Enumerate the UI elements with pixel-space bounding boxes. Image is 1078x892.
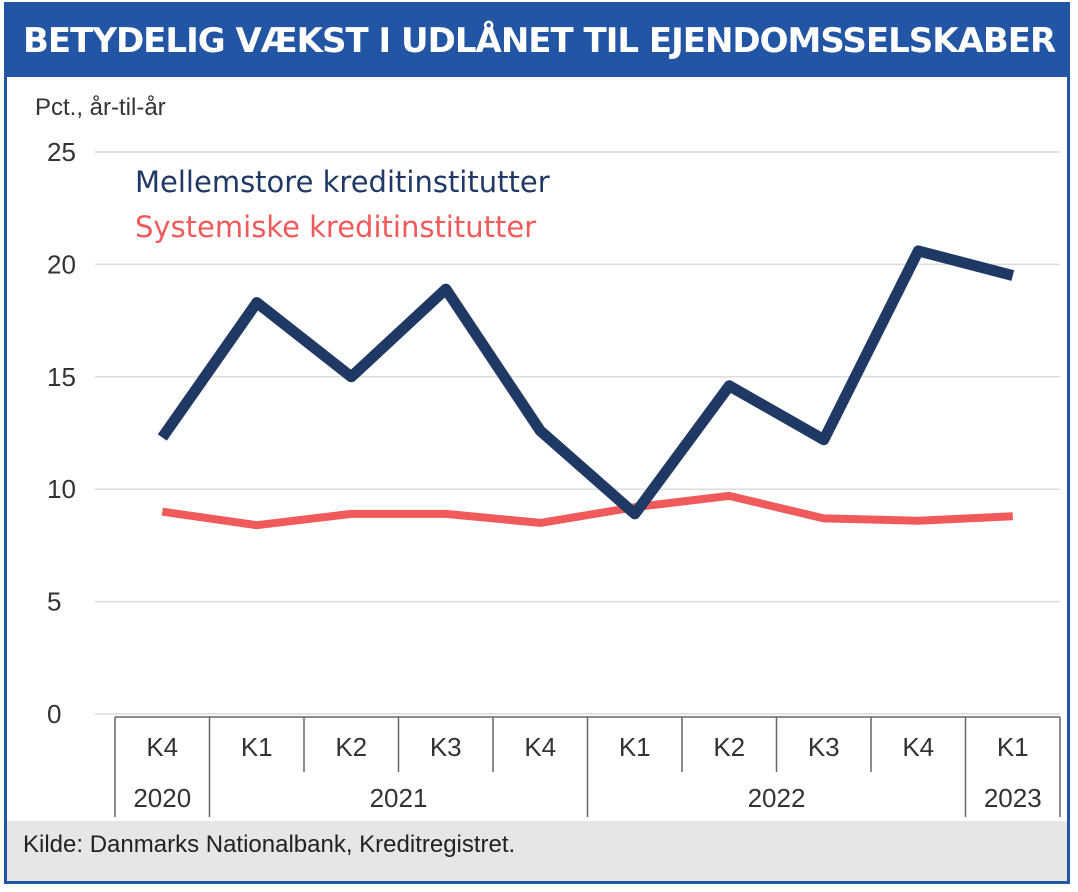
- year-label: 2021: [370, 783, 428, 813]
- legend-entry: Mellemstore kreditinstitutter: [135, 165, 550, 199]
- x-tick-label: K4: [902, 732, 934, 762]
- x-tick-label: K3: [430, 732, 462, 762]
- legend: Mellemstore kreditinstitutter Systemiske …: [135, 165, 550, 244]
- series-lines: [157, 245, 1015, 530]
- x-tick-label: K4: [524, 732, 556, 762]
- year-label: 2022: [748, 783, 806, 813]
- x-tick-label: K2: [335, 732, 367, 762]
- series-line-1: [161, 491, 1013, 530]
- chart-frame: BETYDELIG VÆKST I UDLÅNET TIL EJENDOMSSE…: [4, 2, 1070, 884]
- x-tick-label: K2: [713, 732, 745, 762]
- y-tick-label: 15: [47, 362, 76, 392]
- chart-title: BETYDELIG VÆKST I UDLÅNET TIL EJENDOMSSE…: [7, 5, 1067, 77]
- y-tick-label: 0: [47, 699, 61, 729]
- y-axis-label: Pct., år-til-år: [35, 94, 166, 121]
- x-tick-label: K1: [619, 732, 651, 762]
- x-tick-label: K1: [997, 732, 1029, 762]
- source-note: Kilde: Danmarks Nationalbank, Kreditregi…: [7, 821, 1067, 881]
- y-tick-label: 10: [47, 474, 76, 504]
- gridlines: [95, 151, 1060, 715]
- x-axis: K4 K1 K2 K3 K4 K1 K2 K3 K4 K1 2020 2021 2022 2023: [114, 716, 1061, 817]
- x-tick-label: K1: [241, 732, 273, 762]
- y-tick-label: 5: [47, 587, 61, 617]
- y-tick-labels: 0 5 10 15 20 25: [47, 137, 76, 729]
- y-tick-label: 25: [47, 137, 76, 167]
- series-line-0: [157, 245, 1015, 520]
- year-label: 2020: [133, 783, 191, 813]
- year-label: 2023: [984, 783, 1042, 813]
- y-tick-label: 20: [47, 249, 76, 279]
- x-tick-label: K3: [808, 732, 840, 762]
- legend-entry: Systemiske kreditinstitutter: [135, 210, 536, 244]
- x-tick-label: K4: [146, 732, 178, 762]
